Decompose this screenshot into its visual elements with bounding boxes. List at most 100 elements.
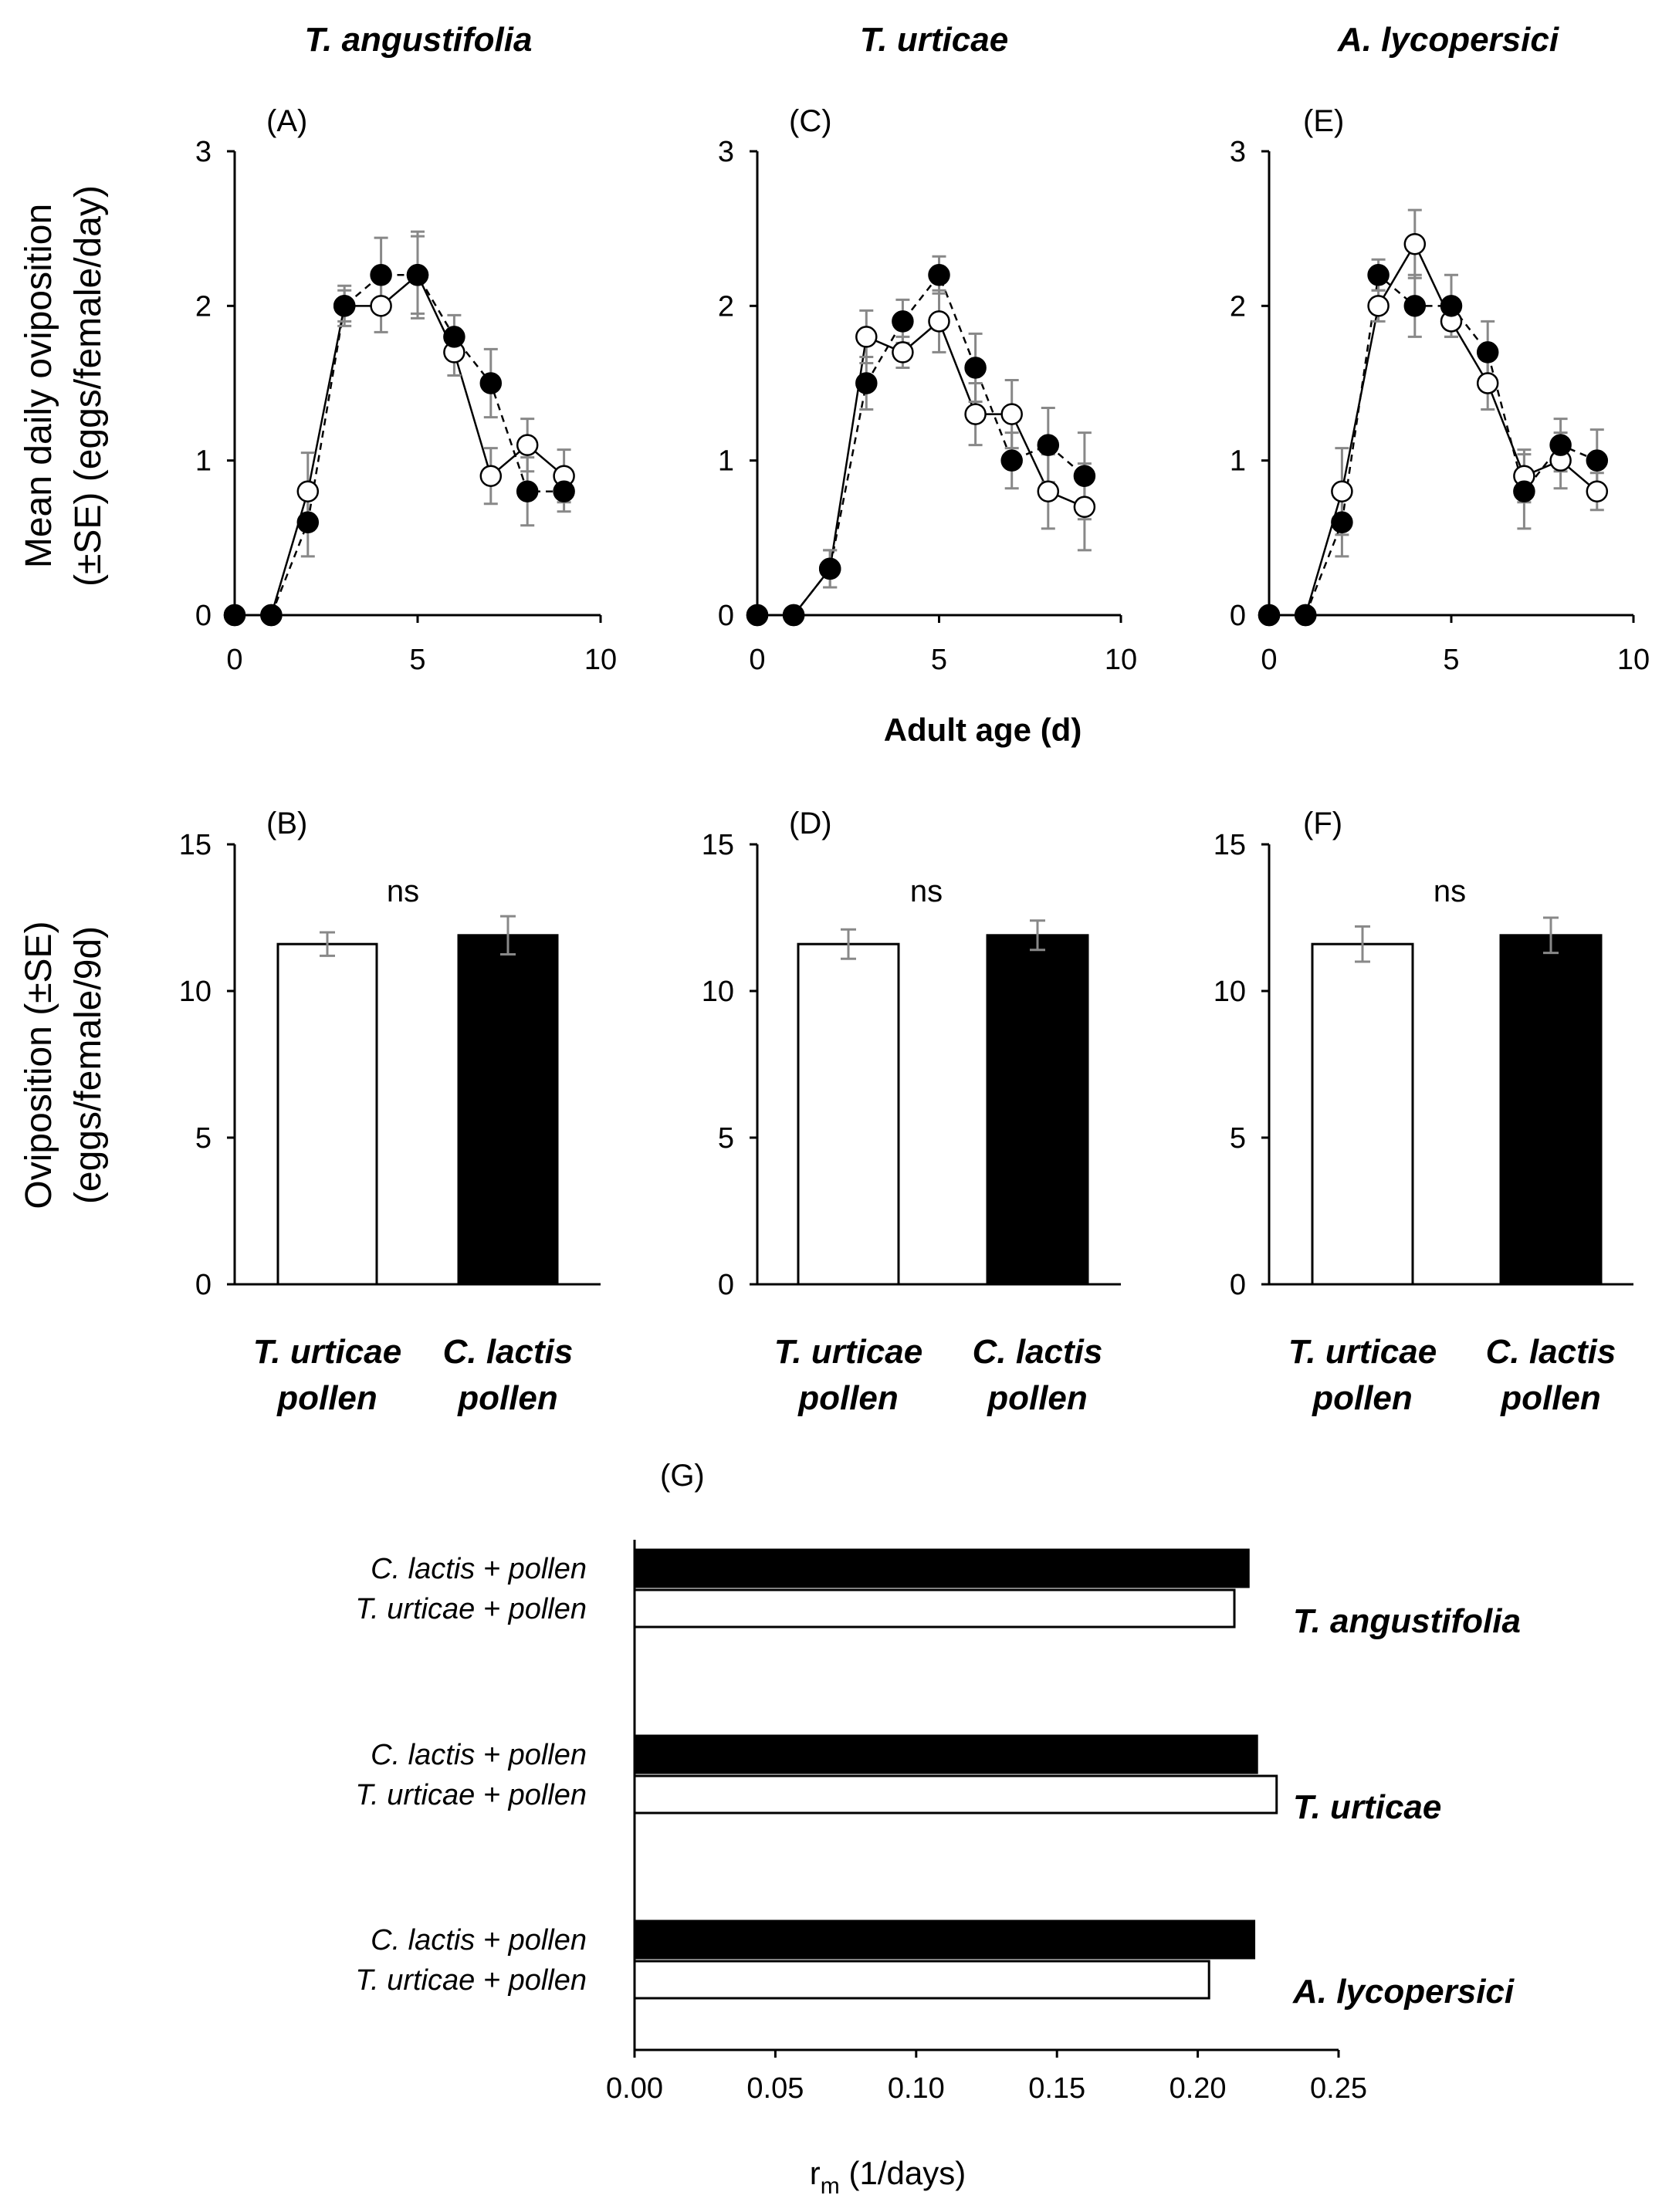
bar-row-y-label: Oviposition (±SE) (eggs/female/9d) [19,921,109,1209]
bar-category-label: T. urticae + pollen [355,1964,587,1997]
bar-category-label: C. lactis + pollen [371,1739,587,1771]
y-tick-label: 2 [1230,290,1246,323]
x-tick-label: 10 [1105,644,1137,676]
data-point-c-lactis [1073,465,1096,487]
data-point-t-urticae [855,326,878,348]
significance-label: ns [1434,874,1466,908]
line-panel-c: T. urticae (C) 0 1 2 3 0 5 10 Adult age (d) [718,21,1137,748]
category-label-line1: C. lactis [1486,1333,1616,1371]
data-point-t-urticae [1476,372,1499,394]
y-tick-label: 10 [1214,976,1246,1008]
data-point-c-lactis [406,264,429,286]
series-line-c-lactis [757,272,1085,617]
data-point-t-urticae [1000,403,1023,425]
x-tick-label: 5 [931,644,947,676]
x-tick-label: 0 [1261,644,1277,676]
bar-category-label: T. urticae + pollen [355,1593,587,1625]
data-point-c-lactis [1037,434,1060,456]
hbar-t-urticae [633,1960,1210,2000]
data-point-t-urticae [1331,480,1353,502]
chart-title: T. angustifolia [305,21,533,59]
data-point-c-lactis [370,264,392,286]
panel-label: (B) [266,807,307,840]
y-tick-label: 0 [1230,600,1246,632]
x-tick-label: 0.05 [746,2072,804,2105]
y-tick-label: 15 [179,829,212,861]
x-axis-label: rm (1/days) [810,2155,966,2199]
y-tick-label: 10 [179,976,212,1008]
y-tick-label: 0 [1230,1269,1246,1301]
x-tick-label: 0.00 [606,2072,663,2105]
data-point-c-lactis [1000,449,1023,472]
line-row-y-label: Mean daily oviposition (±SE) (eggs/female… [19,185,109,587]
y-tick-label: 15 [1214,829,1246,861]
data-point-c-lactis [928,264,950,286]
series-line-t-urticae [235,273,565,617]
bar-t-urticae-pollen [276,942,378,1286]
category-label-line2: pollen [797,1379,899,1417]
data-point-c-lactis [1331,511,1353,534]
y-tick-label: 10 [702,976,734,1008]
y-axis-label-line2: (±SE) (eggs/female/day) [68,185,109,587]
y-tick-label: 2 [718,290,734,323]
data-point-t-urticae [964,403,987,425]
data-point-c-lactis [818,557,841,580]
category-label-line2: pollen [987,1379,1088,1417]
species-label: T. urticae [1293,1788,1441,1826]
data-point-c-lactis [782,604,805,627]
data-point-c-lactis [260,604,283,627]
y-tick-label: 0 [718,1269,734,1301]
hbar-c-lactis [633,1919,1256,1960]
bar-t-urticae-pollen [1311,942,1414,1286]
panel-label: (D) [789,807,832,840]
data-point-c-lactis [1549,434,1572,456]
category-label-line1: T. urticae [1288,1333,1437,1371]
hbar-c-lactis [633,1548,1250,1588]
panel-label: (G) [660,1459,705,1493]
x-tick-label: 5 [409,644,425,676]
data-point-c-lactis [746,604,769,627]
bar-t-urticae-pollen [797,942,900,1286]
y-tick-label: 3 [195,136,212,168]
x-tick-label: 0.25 [1310,2072,1367,2105]
category-label-line1: T. urticae [253,1333,401,1371]
bar-panel-d: (D) 0 5 10 15 T. urticae pollen C. lactis pollen… [702,807,1121,1417]
data-point-c-lactis [516,480,539,502]
y-tick-label: 5 [718,1122,734,1155]
data-point-c-lactis [333,295,356,317]
data-point-c-lactis [1586,449,1609,472]
data-point-c-lactis [855,372,878,394]
category-label-line1: T. urticae [774,1333,922,1371]
x-axis-label-sub: m [821,2173,840,2199]
series-line-c-lactis [235,274,564,617]
data-point-c-lactis [1476,341,1499,364]
panel-label: (A) [266,104,307,138]
hbar-t-urticae [633,1588,1236,1629]
significance-label: ns [910,874,943,908]
category-label-line1: C. lactis [443,1333,574,1371]
data-point-c-lactis [296,511,320,534]
y-axis-label-line1: Oviposition (±SE) [19,921,59,1209]
x-tick-label: 10 [584,644,617,676]
bar-c-lactis-pollen [986,934,1089,1286]
y-tick-label: 15 [702,829,734,861]
category-label-line2: pollen [276,1379,377,1417]
data-point-c-lactis [1367,264,1390,286]
category-label-line1: C. lactis [973,1333,1103,1371]
x-tick-label: 0.20 [1170,2072,1227,2105]
data-point-t-urticae [1037,480,1060,502]
x-tick-label: 0.10 [888,2072,945,2105]
y-tick-label: 1 [1230,445,1246,478]
data-point-t-urticae [1367,295,1390,317]
data-point-c-lactis [1403,295,1427,317]
y-tick-label: 3 [718,136,734,168]
bar-category-label: T. urticae + pollen [355,1779,587,1811]
data-point-t-urticae [1586,480,1609,502]
bar-c-lactis-pollen [457,934,559,1286]
y-tick-label: 2 [195,290,212,323]
data-point-c-lactis [443,326,465,348]
y-tick-label: 5 [1230,1122,1246,1155]
data-point-t-urticae [928,310,950,333]
x-axis-label-unit: (1/days) [840,2155,966,2191]
data-point-c-lactis [1258,604,1281,627]
